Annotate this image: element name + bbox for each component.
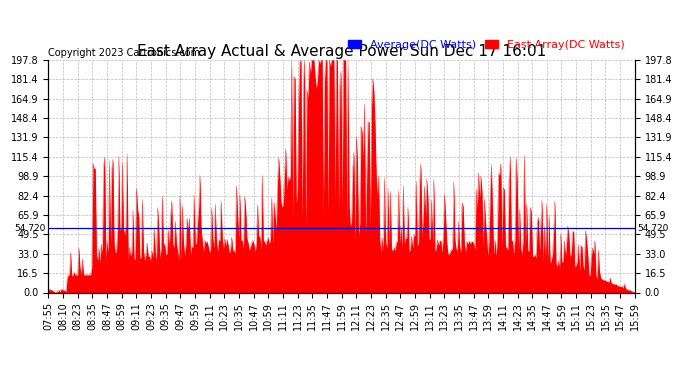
Text: 54.720: 54.720: [638, 224, 669, 232]
Text: Copyright 2023 Cartronics.com: Copyright 2023 Cartronics.com: [48, 48, 200, 58]
Text: 54.720: 54.720: [14, 224, 46, 232]
Title: East Array Actual & Average Power Sun Dec 17 16:01: East Array Actual & Average Power Sun De…: [137, 44, 546, 59]
Legend: Average(DC Watts), East Array(DC Watts): Average(DC Watts), East Array(DC Watts): [343, 35, 629, 54]
